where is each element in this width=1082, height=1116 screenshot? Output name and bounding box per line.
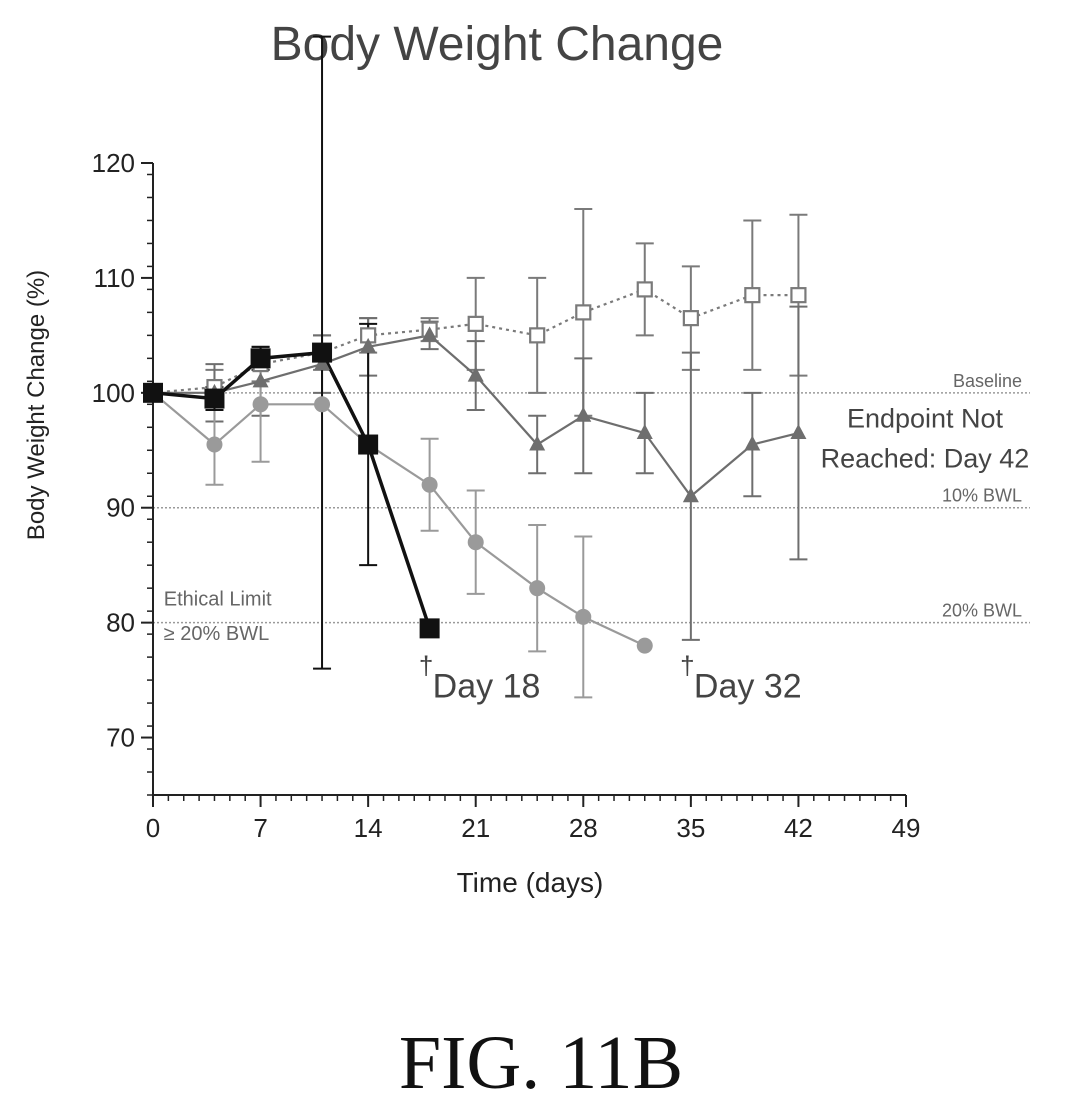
x-tick-label: 21: [461, 813, 490, 843]
body-weight-chart: Body Weight Change Baseline 10% BWL 20% BW…: [23, 18, 1030, 898]
data-point: [143, 382, 163, 403]
annotation: Ethical Limit: [164, 588, 272, 610]
y-tick-label: 70: [106, 723, 135, 753]
y-tick-label: 90: [106, 493, 135, 523]
annotation: Day 32: [694, 667, 802, 705]
series-line: [152, 350, 432, 629]
data-point: [575, 406, 592, 422]
x-tick-label: 14: [354, 813, 383, 843]
annotation: ≥ 20% BWL: [164, 623, 269, 645]
reference-line-label: Baseline: [953, 371, 1022, 391]
data-point: [744, 287, 761, 304]
x-tick-label: 49: [892, 813, 921, 843]
x-tick-label: 7: [253, 813, 267, 843]
reference-line-label: 20% BWL: [942, 601, 1022, 621]
y-tick-label: 120: [92, 148, 135, 178]
data-point: [314, 396, 331, 413]
axes: 0 7 14 21 28 35 42 49 70 80 90 100 110 120: [92, 148, 921, 843]
data-point: [529, 327, 546, 344]
data-point: [252, 396, 269, 413]
y-axis-label: Body Weight Change (%): [23, 270, 50, 540]
x-tick-label: 42: [784, 813, 813, 843]
data-point: [204, 388, 225, 409]
data-point: [206, 436, 223, 453]
data-point: [744, 435, 761, 451]
data-point: [529, 435, 546, 451]
data-point: [682, 310, 699, 327]
annotations: Ethical Limit≥ 20% BWL†Day 18†Day 32Endp…: [164, 403, 1030, 705]
data-point: [575, 304, 592, 321]
reference-lines: Baseline 10% BWL 20% BWL: [153, 371, 1030, 624]
y-tick-label: 100: [92, 378, 135, 408]
data-point: [790, 424, 807, 440]
series-line: [152, 391, 646, 647]
reference-line-label: 10% BWL: [942, 486, 1022, 506]
annotation: Endpoint Not: [847, 403, 1004, 433]
data-point: [421, 326, 438, 342]
figure-label: FIG. 11B: [398, 1021, 684, 1105]
annotation: †: [680, 650, 694, 680]
data-point: [467, 366, 484, 382]
data-point: [250, 348, 271, 369]
data-point: [790, 287, 807, 304]
chart-title: Body Weight Change: [271, 18, 724, 71]
data-point: [252, 372, 269, 388]
data-point: [360, 337, 377, 353]
y-tick-label: 80: [106, 608, 135, 638]
data-point: [636, 281, 653, 298]
annotation: †: [419, 650, 433, 680]
data-point: [575, 608, 592, 625]
y-tick-label: 110: [94, 263, 135, 293]
x-tick-label: 35: [676, 813, 705, 843]
data-point: [467, 315, 484, 332]
data-markers: [143, 281, 807, 654]
data-point: [358, 434, 379, 455]
x-tick-label: 28: [569, 813, 598, 843]
x-axis-label: Time (days): [457, 867, 604, 898]
data-point: [421, 476, 438, 493]
data-point: [467, 534, 484, 551]
annotation: Day 18: [433, 667, 541, 705]
data-point: [529, 580, 546, 597]
data-point: [636, 424, 653, 440]
x-tick-label: 0: [146, 813, 160, 843]
annotation: Reached: Day 42: [821, 444, 1030, 474]
data-point: [312, 342, 333, 363]
data-point: [636, 637, 653, 654]
data-point: [682, 487, 699, 503]
data-point: [419, 618, 440, 639]
